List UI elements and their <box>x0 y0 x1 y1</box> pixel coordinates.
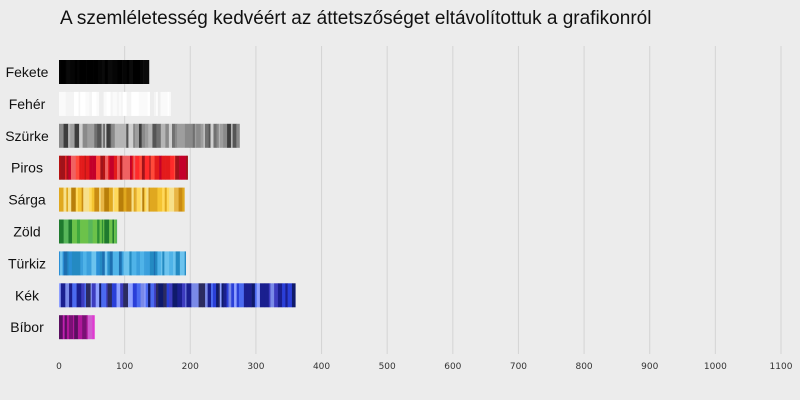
x-axis-ticks: 0 100 200 300 400 500 600 700 800 900 1000 1100 <box>56 362 793 372</box>
x-tick-label: 800 <box>575 362 592 372</box>
x-tick-label: 200 <box>182 362 199 372</box>
bar-zöld <box>59 219 118 244</box>
category-labels: Fekete Fehér Szürke Piros Sárga Zöld Türkiz Kék… <box>5 64 49 335</box>
x-tick-label: 1000 <box>704 362 727 372</box>
x-tick-label: 900 <box>641 362 658 372</box>
bar-layer <box>59 60 296 340</box>
grid-layer <box>124 46 782 354</box>
bar-sárga <box>59 187 185 212</box>
category-label: Türkiz <box>8 255 46 271</box>
chart-title: A szemléletesség kedvéért az áttetszőség… <box>60 8 652 29</box>
x-tick-label: 300 <box>247 362 264 372</box>
category-label: Zöld <box>13 224 40 240</box>
x-tick-label: 0 <box>56 362 62 372</box>
category-label: Piros <box>11 160 43 176</box>
bar-piros <box>59 155 188 180</box>
bar-türkiz <box>59 251 186 276</box>
x-tick-label: 1100 <box>770 362 793 372</box>
x-tick-label: 700 <box>510 362 527 372</box>
bar-szürke <box>59 123 240 148</box>
bar-bíbor <box>59 315 95 340</box>
category-label: Bíbor <box>10 319 44 335</box>
bar-kék <box>59 283 296 308</box>
category-label: Sárga <box>8 192 46 208</box>
category-label: Fekete <box>6 64 49 80</box>
bar-fekete <box>59 60 150 84</box>
category-label: Kék <box>15 287 40 303</box>
x-tick-label: 100 <box>116 362 133 372</box>
x-tick-label: 500 <box>379 362 396 372</box>
category-label: Fehér <box>9 96 46 112</box>
bar-fehér <box>59 91 171 116</box>
x-tick-label: 600 <box>444 362 461 372</box>
category-label: Szürke <box>5 128 49 144</box>
x-tick-label: 400 <box>313 362 330 372</box>
